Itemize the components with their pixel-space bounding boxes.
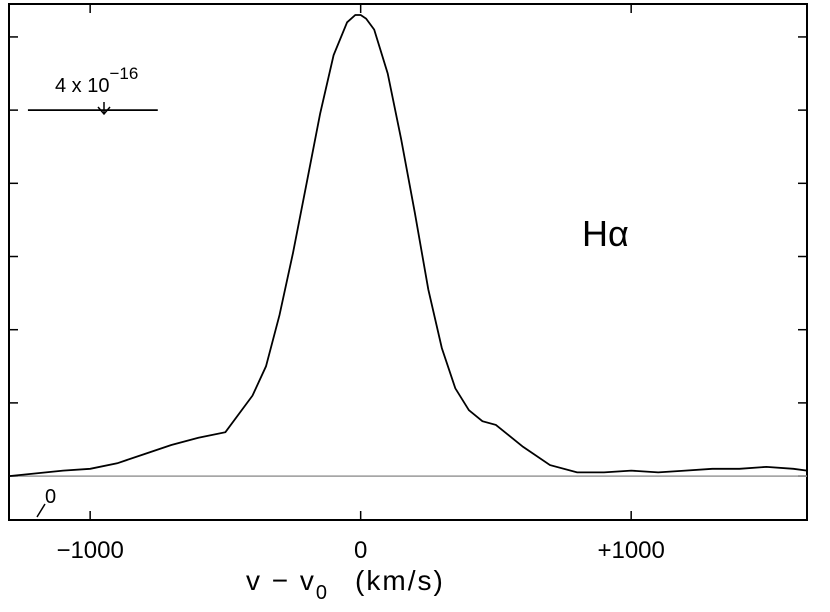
x-axis-label: v − v0 (km/s)	[246, 565, 445, 604]
x-ticks	[89, 4, 632, 520]
x-tick-label-2: +1000	[597, 537, 664, 564]
x-tick-label-1: 0	[354, 537, 367, 564]
zero-label-tick	[36, 503, 46, 518]
x-tick-labels: −1000 0 +1000	[56, 537, 664, 564]
scale-bar: 4 x 10−16	[27, 64, 158, 116]
scale-bar-label: 4 x 10−16	[55, 64, 138, 97]
series-line	[8, 14, 808, 477]
plot-frame	[8, 3, 808, 521]
line-label: Hα	[582, 213, 629, 254]
x-tick-label-0: −1000	[56, 537, 123, 564]
y-ticks	[9, 36, 807, 477]
zero-label: 0	[45, 486, 56, 508]
scale-bar-arrow-head	[97, 106, 111, 116]
